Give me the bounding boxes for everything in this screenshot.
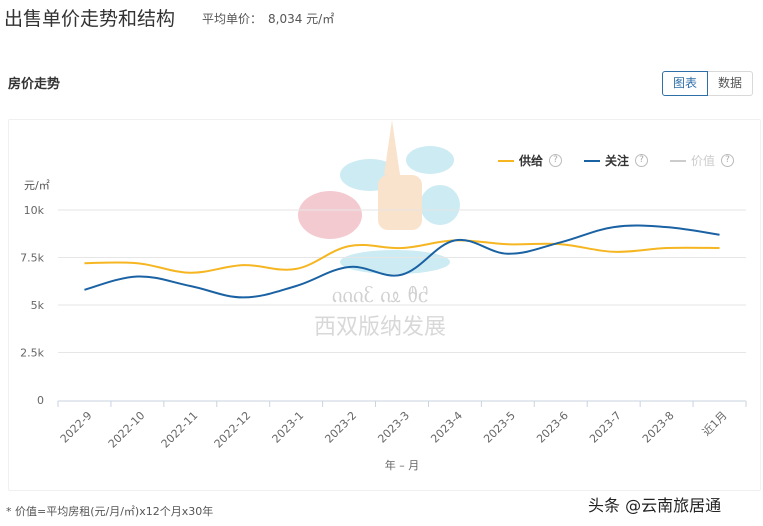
x-tick-label: 2023-3 bbox=[375, 409, 412, 446]
x-tick-label: 2022-11 bbox=[159, 409, 201, 451]
svg-text:ᦶᦵᦷ ᦵᦸ ᦹᦺ: ᦶᦵᦷ ᦵᦸ ᦹᦺ bbox=[332, 283, 429, 308]
footnote: * 价值=平均房租(元/月/㎡)x12个月x30年 bbox=[6, 505, 214, 518]
x-tick-label: 近1月 bbox=[700, 409, 730, 439]
y-tick-label: 2.5k bbox=[20, 347, 44, 360]
legend-swatch-value bbox=[670, 159, 687, 162]
series-line-supply[interactable] bbox=[84, 239, 720, 274]
x-tick-label: 2023-8 bbox=[640, 409, 677, 446]
y-tick-label: 7.5k bbox=[20, 252, 44, 265]
legend-swatch-attention bbox=[584, 159, 601, 162]
legend-item-attention[interactable]: 关注 ? bbox=[584, 152, 649, 169]
x-tick-label: 2023-2 bbox=[322, 409, 359, 446]
svg-text:西双版纳发展: 西双版纳发展 bbox=[314, 315, 446, 340]
average-price-value: 8,034 元/㎡ bbox=[268, 12, 335, 26]
x-tick-label: 2022-12 bbox=[212, 409, 254, 451]
x-tick-label: 2023-1 bbox=[270, 409, 307, 446]
x-tick-label: 2023-6 bbox=[534, 409, 571, 446]
x-axis-title: 年 – 月 bbox=[385, 458, 420, 472]
y-tick-label: 5k bbox=[31, 299, 45, 312]
series-line-attention[interactable] bbox=[84, 224, 720, 299]
chart-legend: 供给 ? 关注 ? 价值 ? bbox=[498, 152, 735, 169]
x-tick-label: 2023-7 bbox=[587, 409, 624, 446]
question-circle-icon[interactable]: ? bbox=[635, 154, 649, 167]
legend-item-value[interactable]: 价值 ? bbox=[670, 152, 735, 169]
average-price: 平均单价： 8,034 元/㎡ bbox=[202, 10, 334, 27]
x-tick-label: 2023-5 bbox=[481, 409, 518, 446]
legend-label-supply: 供给 bbox=[519, 154, 544, 168]
legend-item-supply[interactable]: 供给 ? bbox=[498, 152, 563, 169]
question-circle-icon[interactable]: ? bbox=[721, 154, 735, 167]
legend-swatch-supply bbox=[498, 159, 514, 162]
y-axis: 0 2.5k 5k 7.5k 10k bbox=[20, 204, 746, 407]
x-tick-label: 2022-9 bbox=[58, 409, 95, 446]
section-title: 房价走势 bbox=[8, 77, 61, 92]
chart-view-button[interactable]: 图表 bbox=[662, 71, 709, 96]
page-title: 出售单价走势和结构 bbox=[4, 8, 176, 30]
watermark-emblem-icon: ᦶᦵᦷ ᦵᦸ ᦹᦺ 西双版纳发展 bbox=[298, 120, 460, 340]
y-tick-label: 0 bbox=[37, 394, 44, 407]
watermark-text: 头条 @云南旅居通 bbox=[588, 496, 722, 515]
y-axis-unit: 元/㎡ bbox=[24, 179, 50, 192]
chart-frame bbox=[8, 119, 761, 491]
x-tick-label: 2023-4 bbox=[428, 409, 465, 446]
x-axis: 2022-9 2022-10 2022-11 2022-12 2023-1 2023-2 2… bbox=[57, 400, 747, 451]
data-view-button[interactable]: 数据 bbox=[708, 71, 754, 96]
average-price-label: 平均单价： bbox=[202, 12, 263, 26]
question-circle-icon[interactable]: ? bbox=[549, 154, 563, 167]
y-tick-label: 10k bbox=[24, 204, 45, 217]
x-tick-label: 2022-10 bbox=[106, 409, 148, 451]
legend-label-value: 价值 bbox=[691, 154, 716, 168]
legend-label-attention: 关注 bbox=[605, 154, 630, 168]
view-toggle: 图表 数据 bbox=[662, 71, 754, 96]
